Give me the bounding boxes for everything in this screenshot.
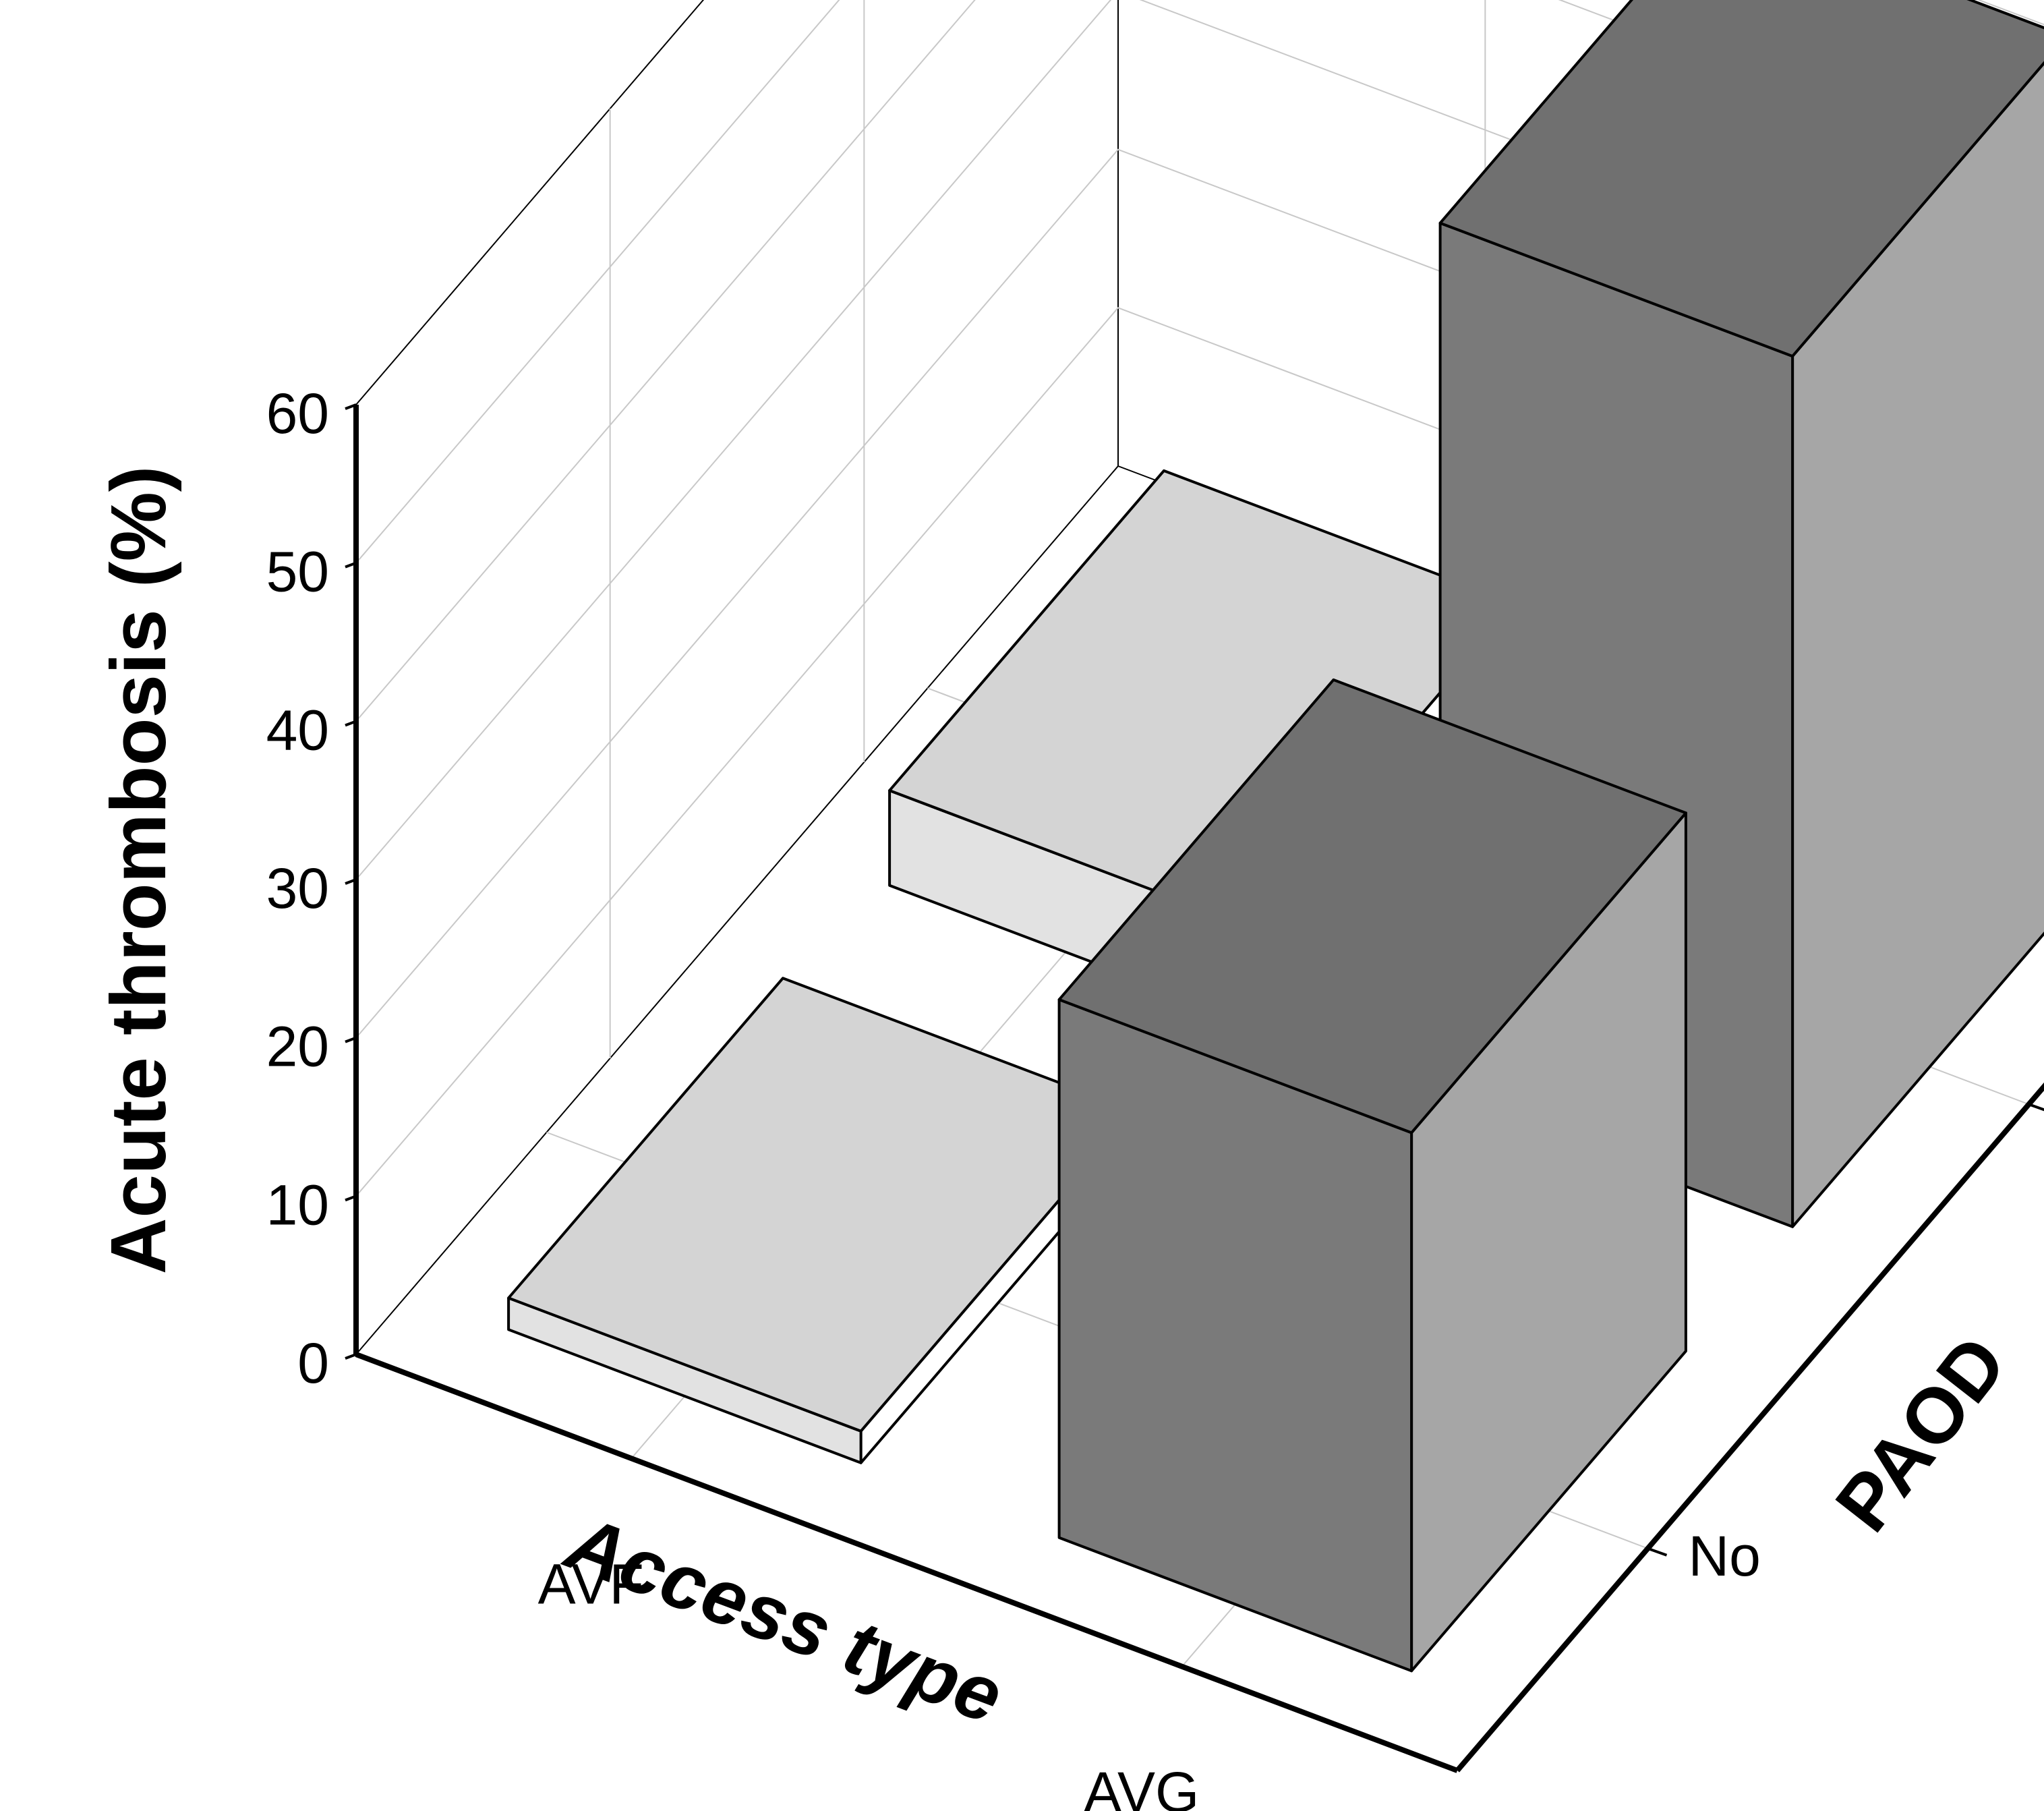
y-tick-label: 10 <box>266 1173 329 1236</box>
axes <box>345 403 2044 1773</box>
x-tick-label: AVF <box>538 1552 644 1615</box>
y-tick-label: 60 <box>266 382 329 445</box>
y-tick <box>345 1036 357 1043</box>
y-tick-label: 50 <box>266 540 329 604</box>
y-tick <box>345 720 357 727</box>
y-tick-label: 40 <box>266 698 329 761</box>
z-tick-label: No <box>1689 1524 1761 1588</box>
bars <box>507 0 2044 1673</box>
y-tick <box>345 1195 357 1202</box>
y-tick-label: 20 <box>266 1015 329 1079</box>
bar-AVF-No <box>507 977 1137 1464</box>
y-tick-label: 0 <box>297 1331 329 1395</box>
z-tick <box>2028 1103 2044 1112</box>
x-axis <box>355 1352 1459 1773</box>
y-tick-label: 30 <box>266 857 329 920</box>
y-tick <box>345 1353 357 1360</box>
y-axis-title: Acute thrombosis (%) <box>94 466 182 1275</box>
z-axis-title: PAOD <box>1819 1320 2023 1547</box>
x-axis-title: Access type <box>554 1497 1014 1740</box>
y-tick <box>345 561 357 569</box>
x-tick-label: AVG <box>1084 1760 1199 1811</box>
tick-labels: 0102030405060AVFAVGNoYes <box>266 382 1761 1811</box>
z-tick <box>1647 1547 1668 1557</box>
bar-top <box>1057 678 1687 1134</box>
y-tick <box>345 878 357 885</box>
y-tick <box>345 403 357 410</box>
z-axis <box>1455 1082 2044 1773</box>
bar-top <box>1438 0 2044 358</box>
bar-AVG-No <box>1057 678 1687 1673</box>
